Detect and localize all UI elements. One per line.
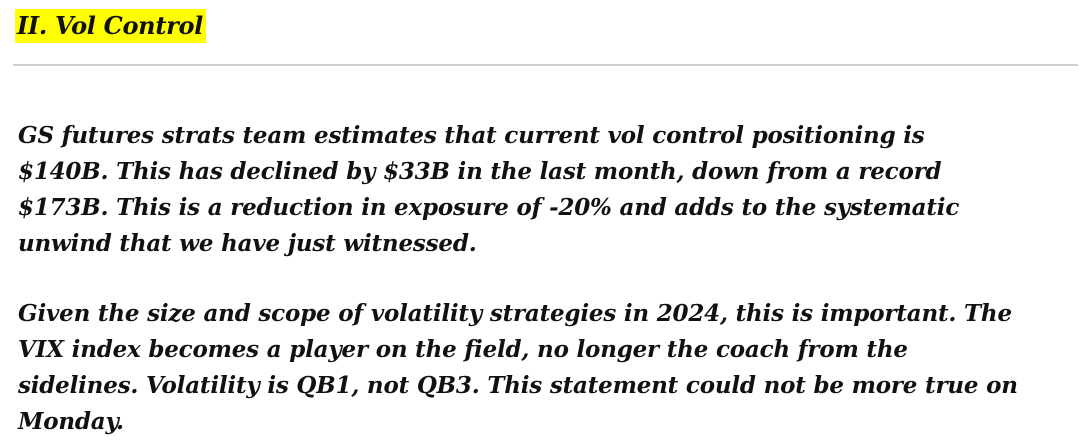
section-divider bbox=[13, 64, 1078, 66]
paragraph-line: VIX index becomes a player on the field,… bbox=[18, 336, 908, 363]
paragraph-line: $173B. This is a reduction in exposure o… bbox=[18, 194, 960, 221]
paragraph-line: sidelines. Volatility is QB1, not QB3. T… bbox=[18, 372, 1018, 399]
paragraph-line: unwind that we have just witnessed. bbox=[18, 230, 477, 257]
paragraph-vol-control-positioning: GS futures strats team estimates that cu… bbox=[18, 118, 1078, 262]
paragraph-line: $140B. This has declined by $33B in the … bbox=[18, 158, 942, 185]
section-heading: II. Vol Control bbox=[15, 9, 206, 43]
paragraph-volatility-strategies: Given the size and scope of volatility s… bbox=[18, 296, 1078, 440]
paragraph-line: Given the size and scope of volatility s… bbox=[18, 300, 1012, 327]
paragraph-line: GS futures strats team estimates that cu… bbox=[18, 122, 925, 149]
paragraph-line: Monday. bbox=[18, 408, 124, 435]
